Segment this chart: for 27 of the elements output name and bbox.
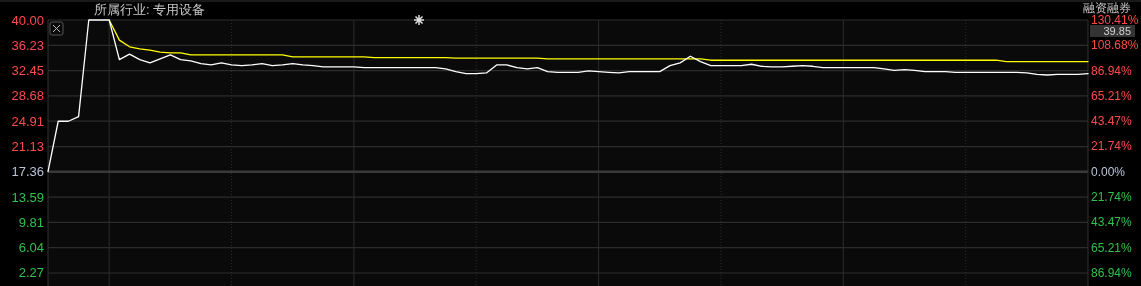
line-series xyxy=(47,19,1089,173)
y2-tick-label: 65.21% xyxy=(1091,88,1133,103)
y-tick-label: 17.36 xyxy=(11,164,44,180)
y2-tick-label: 0.00% xyxy=(1091,164,1126,179)
y2-tick-label: 130.41% xyxy=(1091,13,1139,27)
text: 所属行业: 专用设备 xyxy=(94,2,206,17)
y-tick-label: 24.91 xyxy=(11,113,44,129)
y2-tick-label: 108.68% xyxy=(1091,38,1139,53)
y2-tick-label: 86.94% xyxy=(1091,266,1133,281)
y2-tick-label: 43.47% xyxy=(1091,215,1133,230)
y-tick-label: 6.04 xyxy=(18,240,44,256)
text: 融资融券 xyxy=(1083,1,1131,15)
y2-tick-label: 86.94% xyxy=(1091,63,1133,78)
y2-tick-label: 65.21% xyxy=(1091,240,1133,255)
y-tick-label: 21.13 xyxy=(11,139,44,155)
y-tick-label: 9.81 xyxy=(18,214,44,230)
text: 39.85 xyxy=(1103,25,1131,37)
y-tick-label: 28.68 xyxy=(11,88,44,104)
y-tick-label: 13.59 xyxy=(11,189,44,205)
line-series xyxy=(108,19,1089,63)
y-tick-label: 2.27 xyxy=(18,265,44,281)
y2-tick-label: 21.74% xyxy=(1091,139,1133,154)
y2-tick-label: 43.47% xyxy=(1091,114,1133,129)
y-tick-label: 32.45 xyxy=(11,63,44,79)
y-tick-label: 36.23 xyxy=(11,37,44,53)
y2-tick-label: 21.74% xyxy=(1091,190,1133,205)
y-tick-label: 40.00 xyxy=(11,12,44,28)
